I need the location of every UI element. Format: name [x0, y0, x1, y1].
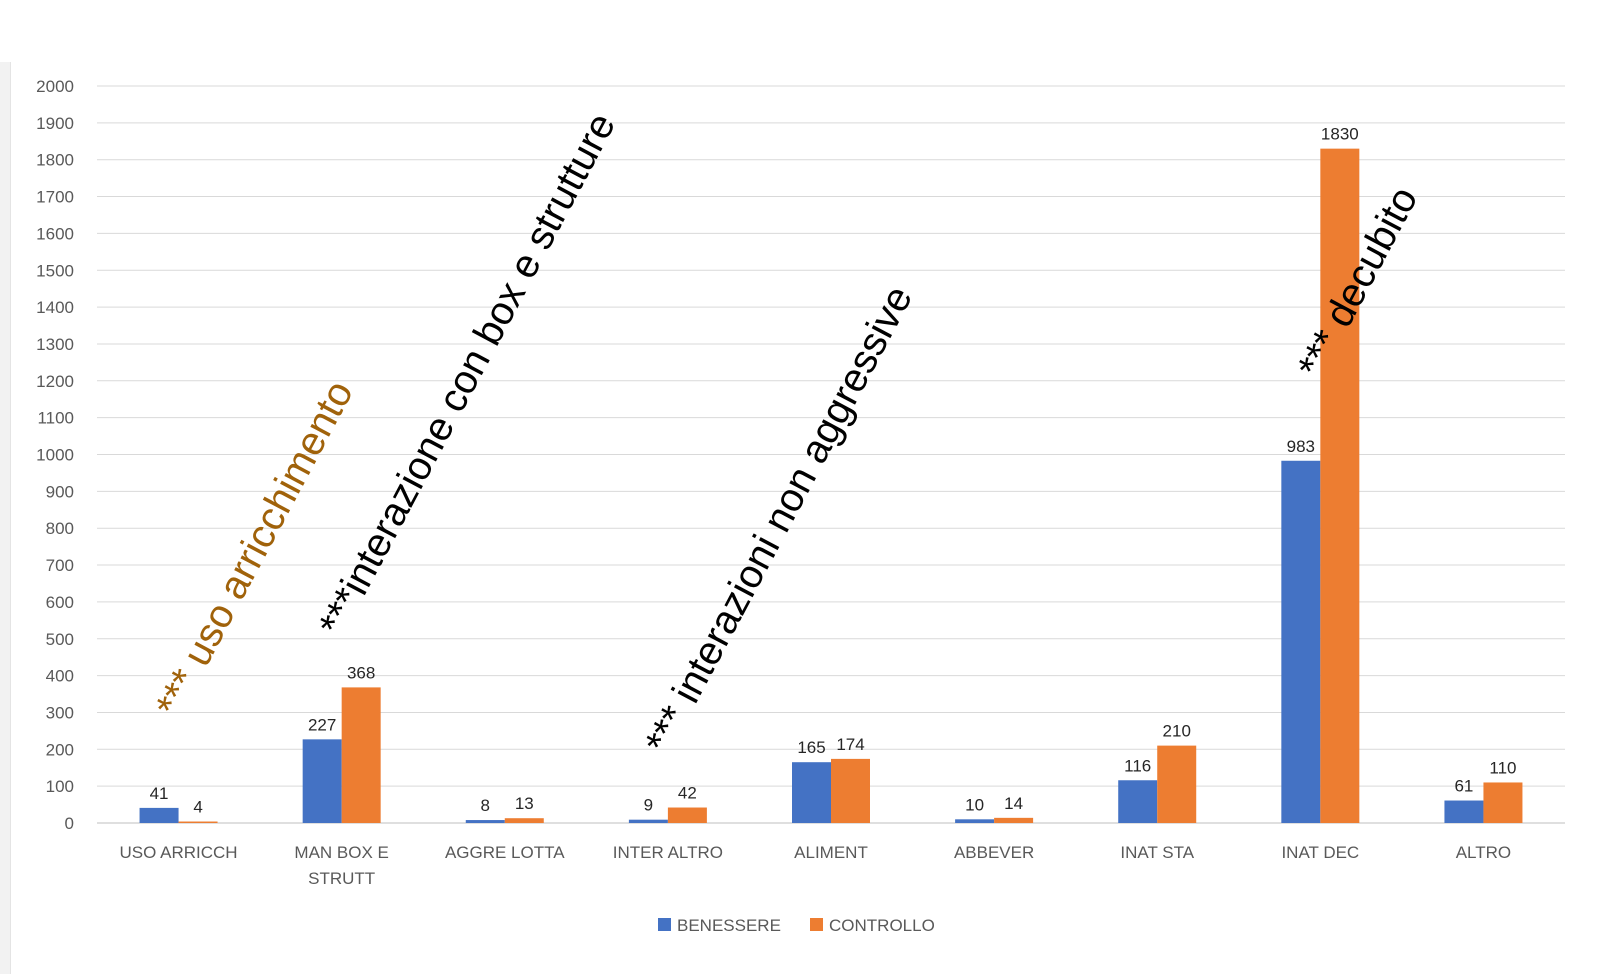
bar-controllo — [831, 758, 870, 823]
bar-controllo — [1157, 745, 1197, 823]
category-label: ALTRO — [1456, 843, 1511, 862]
y-tick-label: 800 — [46, 519, 74, 538]
legend-label: CONTROLLO — [829, 916, 935, 935]
category-label: AGGRE LOTTA — [445, 843, 565, 862]
bar-benessere — [465, 820, 505, 823]
y-tick-label: 2000 — [36, 77, 74, 96]
data-label: 1830 — [1321, 125, 1359, 144]
bar-controllo — [667, 807, 707, 823]
data-label: 10 — [965, 795, 984, 814]
data-label: 42 — [678, 784, 697, 803]
bar-benessere — [139, 807, 179, 823]
bars — [139, 148, 1523, 823]
bar-controllo — [1483, 782, 1523, 823]
y-tick-label: 1100 — [37, 409, 74, 428]
y-tick-label: 900 — [46, 482, 74, 501]
data-labels: 41 227 8 9 165 10 116 983 61 4 368 13 42 174 14 210 1830… — [150, 125, 1517, 817]
data-label: 983 — [1287, 437, 1315, 456]
data-label: 61 — [1454, 777, 1473, 796]
data-label: 210 — [1163, 722, 1191, 741]
y-tick-label: 1000 — [36, 446, 74, 465]
legend-label: BENESSERE — [677, 916, 781, 935]
y-tick-label: 200 — [46, 740, 74, 759]
bar-benessere — [1281, 460, 1321, 823]
annotation-label: ***interazione con box e strutture — [311, 106, 624, 643]
data-label: 9 — [644, 796, 653, 815]
data-label: 174 — [836, 735, 864, 754]
significance-annotations: *** uso arricchimento***interazione con … — [148, 106, 1427, 761]
y-tick-label: 1200 — [36, 372, 74, 391]
y-tick-label: 100 — [46, 777, 74, 796]
category-label: USO ARRICCH — [120, 843, 238, 862]
category-label: INAT DEC — [1281, 843, 1359, 862]
bar-benessere — [1118, 780, 1158, 823]
y-tick-label: 0 — [65, 814, 74, 833]
bar-controllo — [1320, 148, 1360, 823]
bar-benessere — [1444, 800, 1484, 823]
bar-benessere — [302, 739, 342, 823]
data-label: 165 — [797, 738, 825, 757]
data-label: 8 — [481, 796, 490, 815]
panel-left-edge — [0, 62, 11, 974]
y-tick-label: 1900 — [36, 114, 74, 133]
legend: BENESSERE CONTROLLO — [658, 916, 935, 935]
data-label: 13 — [515, 794, 534, 813]
bar-controllo — [504, 818, 544, 823]
legend-swatch — [658, 918, 671, 931]
bar-benessere — [628, 819, 668, 823]
data-label: 227 — [308, 715, 336, 734]
category-label: INTER ALTRO — [613, 843, 723, 862]
y-tick-label: 1500 — [36, 261, 74, 280]
category-label: INAT STA — [1120, 843, 1194, 862]
legend-swatch — [810, 918, 823, 931]
y-tick-label: 300 — [46, 703, 74, 722]
y-tick-label: 1700 — [36, 188, 74, 207]
category-label: ABBEVER — [954, 843, 1034, 862]
category-label: STRUTT — [308, 869, 375, 888]
bar-controllo — [178, 821, 218, 823]
data-label: 110 — [1489, 758, 1516, 777]
y-axis-tick-labels: 0 100 200 300 400 500 600 700 800 900 1000 1100 1200… — [36, 77, 74, 833]
y-tick-label: 400 — [46, 667, 74, 686]
y-tick-label: 600 — [46, 593, 74, 612]
bar-controllo — [994, 817, 1034, 823]
data-label: 14 — [1004, 794, 1023, 813]
data-label: 41 — [150, 784, 169, 803]
category-label: MAN BOX E — [294, 843, 388, 862]
data-label: 4 — [193, 798, 202, 817]
y-tick-label: 1400 — [36, 298, 74, 317]
y-tick-label: 500 — [46, 630, 74, 649]
y-tick-label: 700 — [46, 556, 74, 575]
x-axis-category-labels: USO ARRICCH MAN BOX E STRUTT AGGRE LOTTA INT… — [120, 843, 1512, 888]
data-label: 368 — [347, 663, 375, 682]
data-label: 116 — [1124, 756, 1151, 775]
y-tick-label: 1600 — [36, 224, 74, 243]
y-tick-label: 1300 — [36, 335, 74, 354]
bar-benessere — [955, 819, 995, 823]
annotation-label: *** interazioni non aggressive — [637, 279, 921, 761]
category-label: ALIMENT — [794, 843, 868, 862]
bar-controllo — [341, 687, 381, 823]
bar-benessere — [792, 762, 831, 823]
y-tick-label: 1800 — [36, 151, 74, 170]
annotation-label: *** uso arricchimento — [148, 374, 362, 724]
